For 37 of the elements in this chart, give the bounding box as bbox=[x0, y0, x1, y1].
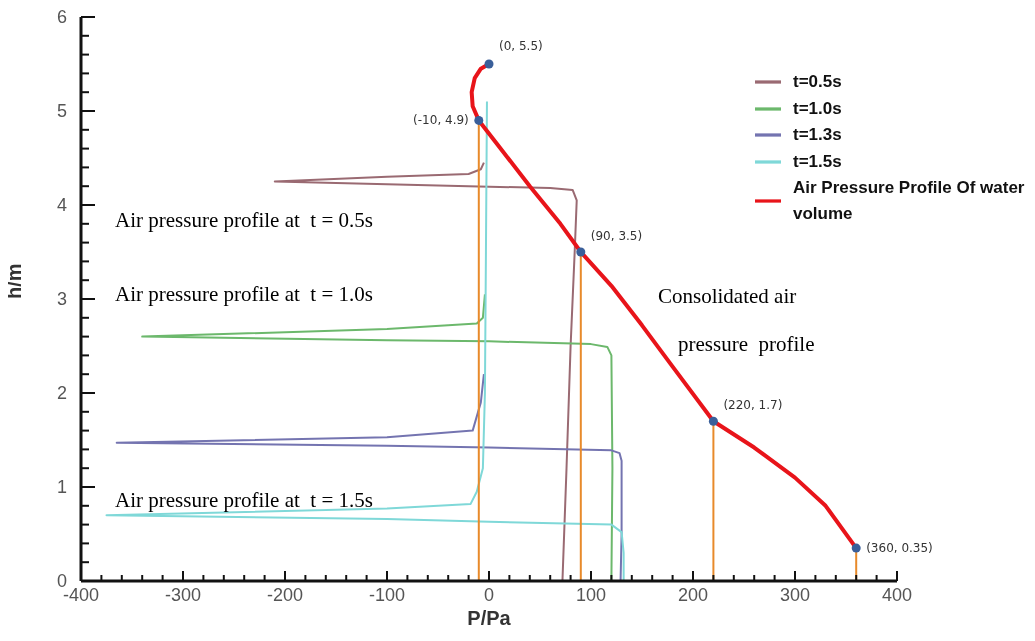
x-tick-label: 0 bbox=[483, 585, 495, 605]
line-series bbox=[115, 373, 623, 581]
y-tick-label: 2 bbox=[56, 383, 67, 403]
x-tick-label: -100 bbox=[368, 585, 406, 605]
annotation: (360, 0.35) bbox=[866, 541, 933, 556]
legend-label: t=1.3s bbox=[793, 124, 842, 147]
x-axis-title: P/Pa bbox=[467, 607, 512, 629]
point bbox=[474, 115, 484, 125]
y-tick-label: 4 bbox=[56, 195, 67, 215]
y-tick-label: 1 bbox=[56, 477, 67, 497]
annotation: (-10, 4.9) bbox=[413, 113, 469, 128]
x-tick-label: -200 bbox=[266, 585, 304, 605]
y-tick-label: 0 bbox=[56, 571, 67, 591]
annotation: Air pressure profile at t = 1.5s bbox=[115, 488, 373, 513]
annotation: Consolidated air bbox=[658, 284, 797, 309]
annotation: (220, 1.7) bbox=[723, 398, 783, 413]
legend-label: t=1.0s bbox=[793, 97, 842, 120]
point bbox=[576, 247, 586, 257]
annotation: (90, 3.5) bbox=[590, 229, 643, 243]
point bbox=[484, 59, 494, 69]
x-tick-label: 200 bbox=[677, 585, 709, 605]
x-tick-label: 100 bbox=[575, 585, 607, 605]
legend-label: Air Pressure Profile Of water volume bbox=[793, 177, 1026, 226]
y-tick-label: 5 bbox=[56, 101, 67, 121]
legend-label: t=1.5s bbox=[793, 151, 842, 174]
annotation: Air pressure profile at t = 0.5s bbox=[115, 208, 373, 233]
y-tick-label: 6 bbox=[56, 7, 67, 27]
annotation: pressure profile bbox=[678, 332, 815, 357]
x-tick-label: 300 bbox=[779, 585, 811, 605]
x-tick-label: -300 bbox=[164, 585, 202, 605]
annotation: Air pressure profile at t = 1.0s bbox=[115, 282, 373, 307]
y-tick-label: 3 bbox=[56, 289, 67, 309]
point bbox=[851, 543, 861, 553]
annotation: (0, 5.5) bbox=[499, 39, 543, 53]
x-tick-label: 400 bbox=[881, 585, 913, 605]
point bbox=[708, 416, 718, 426]
legend-label: t=0.5s bbox=[793, 70, 842, 93]
